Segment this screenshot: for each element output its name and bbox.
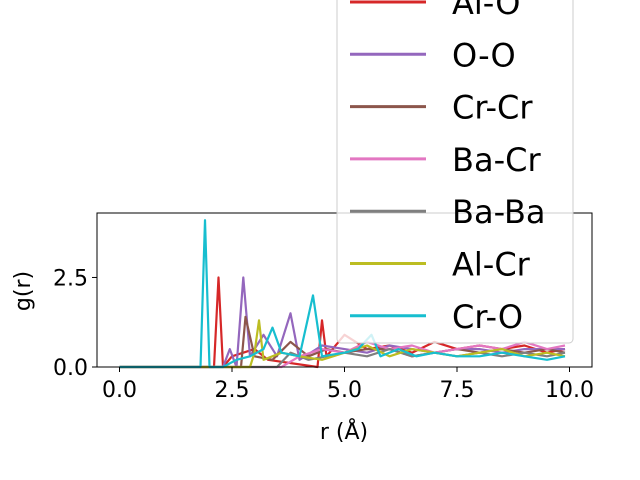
x-tick-label: 5.0	[327, 378, 362, 403]
series-line-ba-cr	[119, 340, 566, 369]
legend-label: Al-Cr	[452, 246, 531, 284]
legend: Al-O O-O Cr-Cr Ba-Cr Ba-Ba Al-Cr Cr-O	[336, 0, 574, 344]
x-tick-label: 2.5	[215, 378, 250, 403]
series-line-cr-o	[119, 219, 566, 369]
series-line-al-cr	[119, 319, 566, 369]
legend-entries: Al-O O-O Cr-Cr Ba-Cr Ba-Ba Al-Cr Cr-O	[350, 0, 546, 336]
plot-lines	[119, 219, 566, 369]
y-tick-label: 0.0	[53, 356, 88, 381]
x-ticks: 0.0 2.5 5.0 7.5 10.0	[102, 367, 594, 403]
legend-label: O-O	[452, 36, 516, 74]
y-axis-label: g(r)	[11, 271, 36, 311]
legend-label: Al-O	[452, 0, 520, 22]
y-ticks: 0.0 2.5	[53, 266, 97, 381]
legend-box	[336, 0, 574, 344]
legend-label: Cr-O	[452, 298, 523, 336]
legend-label: Ba-Cr	[452, 141, 541, 179]
x-tick-label: 0.0	[102, 378, 137, 403]
x-tick-label: 10.0	[545, 378, 594, 403]
legend-label: Ba-Ba	[452, 193, 546, 231]
x-tick-label: 7.5	[440, 378, 475, 403]
legend-label: Cr-Cr	[452, 89, 533, 127]
y-tick-label: 2.5	[53, 266, 88, 291]
x-axis-label: r (Å)	[320, 418, 368, 445]
